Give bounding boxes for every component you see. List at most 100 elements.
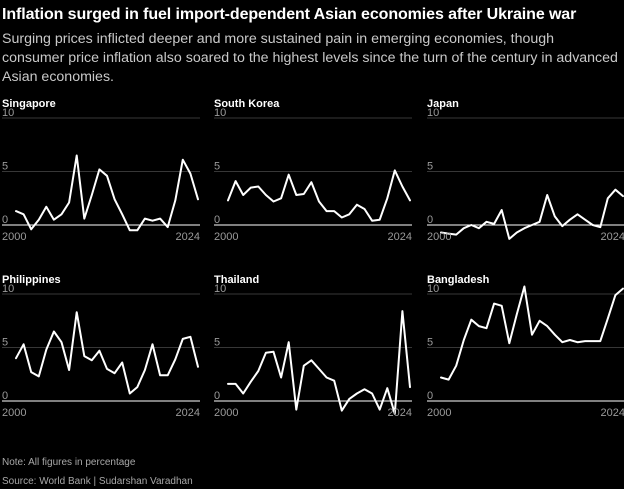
data-point — [592, 340, 594, 342]
y-tick-label: 0 — [214, 390, 220, 402]
y-tick-label: 0 — [2, 214, 8, 226]
data-point — [470, 319, 472, 321]
data-point — [440, 376, 442, 379]
data-point — [501, 305, 503, 307]
data-point — [546, 325, 548, 327]
line-chart-japan: 10 5 0 2000 2024 — [427, 107, 624, 243]
panel-title: South Korea — [214, 98, 280, 110]
data-point — [516, 313, 518, 315]
data-point — [356, 392, 358, 395]
panel-philippines: Philippines 10 5 0 2000 2024 — [2, 274, 200, 434]
data-point — [288, 341, 290, 343]
data-point — [159, 218, 161, 220]
panel-singapore: Singapore 10 5 0 2000 2024 — [2, 98, 200, 258]
x-tick-label-end: 2024 — [601, 231, 624, 243]
data-point — [30, 228, 32, 230]
data-point — [607, 197, 609, 199]
y-tick-label: 0 — [2, 390, 8, 402]
data-point — [501, 209, 503, 211]
data-point — [614, 294, 616, 296]
x-tick-label-start: 2000 — [427, 231, 451, 243]
y-tick-label: 10 — [214, 107, 226, 119]
data-point — [136, 386, 138, 388]
x-tick-label-end: 2024 — [388, 231, 412, 243]
data-point — [45, 206, 47, 208]
data-point — [197, 366, 199, 368]
data-point — [30, 371, 32, 373]
data-point — [38, 375, 40, 377]
data-point — [189, 336, 191, 338]
data-point — [463, 227, 465, 229]
data-point — [114, 372, 116, 374]
data-point — [227, 199, 229, 201]
y-tick-label: 5 — [427, 161, 433, 173]
data-point — [68, 201, 70, 204]
data-point — [326, 376, 328, 379]
data-point — [265, 194, 267, 196]
panel-south-korea: South Korea 10 5 0 2000 2024 — [214, 98, 412, 258]
data-point — [341, 216, 343, 219]
data-point — [242, 194, 244, 196]
x-tick-label-start: 2000 — [427, 407, 451, 419]
data-point — [159, 374, 161, 376]
data-point — [508, 342, 510, 344]
data-point — [363, 208, 366, 210]
x-tick-label-start: 2000 — [2, 407, 26, 419]
data-point — [265, 352, 267, 354]
data-point — [129, 229, 131, 231]
data-point — [363, 388, 366, 390]
data-point — [333, 380, 335, 382]
panel-title: Philippines — [2, 274, 61, 286]
data-point — [371, 392, 373, 395]
series-line — [227, 169, 411, 222]
line-chart-singapore: 10 5 0 2000 2024 — [2, 107, 200, 243]
line-chart-south-korea: 10 5 0 2000 2024 — [214, 107, 412, 243]
panel-bangladesh: Bangladesh 10 5 0 2000 2024 — [427, 274, 624, 434]
data-point — [318, 368, 320, 370]
panel-thailand: Thailand 10 5 0 2000 2024 — [214, 274, 412, 434]
data-point — [409, 386, 411, 388]
data-point — [257, 185, 259, 188]
data-point — [23, 343, 25, 345]
data-point — [394, 169, 396, 171]
data-point — [280, 376, 282, 379]
data-point — [60, 213, 63, 215]
y-tick-label: 5 — [214, 337, 220, 349]
data-point — [394, 413, 396, 415]
data-point — [272, 351, 275, 353]
panel-title: Japan — [427, 98, 459, 110]
data-point — [622, 288, 624, 290]
chart-title: Inflation surged in fuel import-dependen… — [2, 6, 577, 23]
line-chart-philippines: 10 5 0 2000 2024 — [2, 283, 200, 419]
data-point — [121, 361, 123, 364]
data-point — [76, 311, 78, 313]
data-point — [508, 238, 510, 240]
panel-title: Thailand — [214, 274, 260, 286]
data-point — [53, 330, 55, 333]
data-point — [295, 194, 297, 196]
data-point — [554, 215, 556, 217]
data-point — [448, 233, 450, 235]
data-point — [463, 339, 465, 341]
line-chart-bangladesh: 10 5 0 2000 2024 — [427, 283, 624, 419]
data-point — [478, 227, 480, 229]
series-line — [227, 310, 411, 415]
data-point — [121, 213, 123, 215]
data-point — [227, 383, 229, 385]
data-point — [151, 343, 154, 345]
y-tick-label: 0 — [427, 390, 433, 402]
data-point — [531, 334, 533, 336]
x-tick-label-end: 2024 — [176, 231, 200, 243]
data-point — [272, 200, 275, 203]
data-point — [569, 219, 571, 221]
data-point — [607, 318, 609, 320]
data-point — [23, 213, 25, 215]
y-tick-label: 0 — [214, 214, 220, 226]
data-point — [98, 350, 100, 352]
data-point — [76, 154, 78, 157]
data-point — [136, 229, 138, 231]
data-point — [303, 365, 305, 367]
data-point — [371, 220, 373, 222]
data-point — [98, 168, 100, 170]
data-point — [38, 219, 40, 221]
